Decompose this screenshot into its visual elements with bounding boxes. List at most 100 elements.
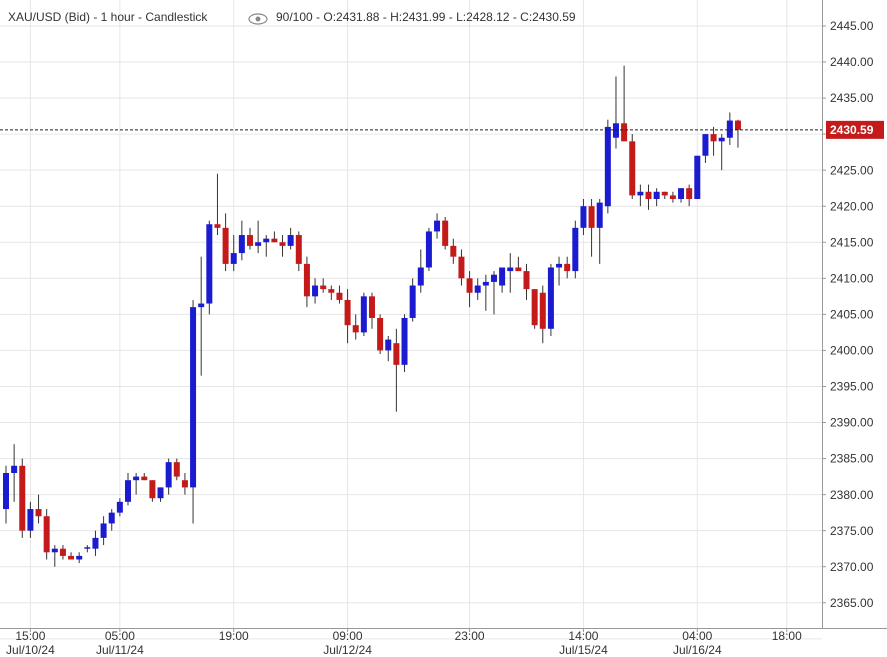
y-tick-label: 2410.00 [830, 271, 874, 285]
candle-body [11, 465, 18, 473]
candle-body [312, 285, 319, 297]
candle-body [303, 263, 310, 297]
candle-body [377, 317, 384, 351]
candle-body [661, 191, 668, 196]
candle-body [417, 267, 424, 286]
candle-body [165, 462, 172, 488]
candle-body [141, 476, 148, 481]
candle-body [206, 224, 213, 304]
candle-body [734, 120, 741, 130]
candle-body [450, 245, 457, 257]
candle-body [190, 307, 197, 488]
candle-body [59, 548, 66, 556]
last-price-box [826, 120, 884, 139]
candle-body [352, 325, 359, 333]
chart-subtitle: 90/100 - O:2431.88 - H:2431.99 - L:2428.… [276, 10, 576, 24]
y-tick-label: 2425.00 [830, 163, 874, 177]
candle-body [726, 120, 733, 138]
candle-body [385, 339, 392, 351]
candle-body [556, 263, 563, 268]
candle-body [710, 134, 717, 142]
candle-body [344, 299, 351, 326]
candle-body [499, 267, 506, 286]
candle-body [214, 224, 221, 228]
y-tick-label: 2400.00 [830, 344, 874, 358]
candle-body [157, 487, 164, 499]
candle-body [442, 220, 449, 246]
candle-body [547, 267, 554, 329]
candle-body [76, 555, 83, 560]
candle-body [19, 465, 26, 531]
candle-body [84, 547, 91, 549]
candle-body [669, 195, 676, 199]
candle-body [68, 555, 75, 560]
candle-body [100, 523, 107, 538]
y-tick-label: 2380.00 [830, 488, 874, 502]
eye-icon [248, 13, 268, 25]
candle-body [43, 516, 50, 553]
candle-body [230, 253, 237, 264]
candle-body [255, 242, 262, 246]
candle-body [92, 537, 99, 549]
candle-body [279, 242, 286, 246]
candle-body [434, 220, 441, 232]
y-axis: 2360.00 2365.00 2370.00 2375.00 2380.00 2385.… [822, 19, 874, 646]
candle-body [222, 227, 229, 264]
candle-body [686, 188, 693, 199]
candle-body [287, 235, 294, 246]
candle-body [173, 462, 180, 477]
candle-body [425, 231, 432, 268]
candle-body [604, 126, 611, 207]
candle-body [51, 548, 58, 553]
candle-body [621, 123, 628, 142]
candle-body [645, 191, 652, 199]
candle-body [320, 285, 327, 290]
candle-body [295, 235, 302, 264]
candle-body [572, 227, 579, 272]
candle-body [263, 238, 270, 243]
candle-body [238, 235, 245, 254]
y-tick-label: 2375.00 [830, 524, 874, 538]
y-tick-label: 2435.00 [830, 91, 874, 105]
candle-body [124, 480, 131, 502]
x-tick-label: 19:00 [219, 629, 249, 643]
candle-body [409, 285, 416, 318]
candle-body [564, 263, 571, 272]
candle-body [637, 191, 644, 196]
candle-body [466, 278, 473, 293]
candle-body [246, 235, 253, 246]
x-date-label: Jul/11/24 [96, 643, 144, 657]
y-tick-label: 2370.00 [830, 560, 874, 574]
candle-body [458, 256, 465, 279]
candle-body [35, 509, 42, 517]
x-tick-label: 14:00 [568, 629, 598, 643]
candle-body [629, 141, 636, 196]
candle-body [580, 206, 587, 228]
y-tick-label: 2360.00 [830, 632, 874, 646]
candles [3, 65, 741, 567]
candle-body [702, 134, 709, 156]
x-tick-label: 18:00 [772, 629, 802, 643]
y-tick-label: 2445.00 [830, 19, 874, 33]
candle-body [612, 123, 619, 138]
candle-body [393, 343, 400, 365]
y-tick-label: 2415.00 [830, 235, 874, 249]
y-tick-label: 2420.00 [830, 199, 874, 213]
candle-body [539, 292, 546, 329]
candle-body [360, 296, 367, 333]
candle-body [401, 317, 408, 365]
grid [0, 0, 822, 640]
candle-body [271, 238, 278, 243]
y-tick-label: 2365.00 [830, 596, 874, 610]
x-tick-label: 09:00 [333, 629, 363, 643]
candle-body [198, 303, 205, 308]
y-tick-label: 2395.00 [830, 380, 874, 394]
candle-body [718, 137, 725, 142]
candle-body [482, 281, 489, 286]
candle-body [116, 501, 123, 513]
chart-title: XAU/USD (Bid) - 1 hour - Candlestick [8, 10, 208, 24]
candle-body [368, 296, 375, 318]
x-tick-label: 05:00 [105, 629, 135, 643]
x-date-label: Jul/16/24 [673, 643, 722, 657]
